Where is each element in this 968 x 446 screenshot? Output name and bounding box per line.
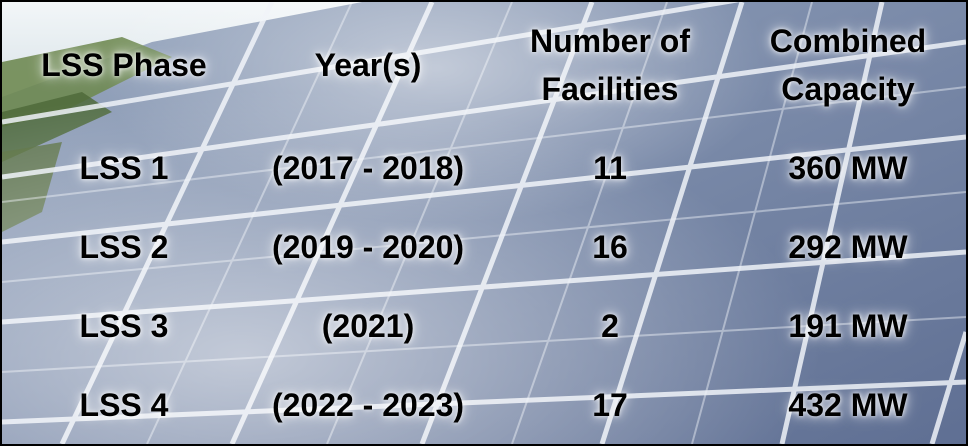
header-lss-phase-text: LSS Phase <box>41 47 207 83</box>
header-facilities-line2: Facilities <box>541 71 679 107</box>
table-row: LSS 4 (2022 - 2023) 17 432 MW <box>2 365 966 444</box>
header-facilities-line1: Number of <box>530 23 690 59</box>
facilities-cell: 2 <box>601 307 619 344</box>
facilities-cell: 16 <box>592 228 628 265</box>
years-cell: (2017 - 2018) <box>271 149 465 186</box>
years-cell: (2021) <box>321 307 415 344</box>
header-number-of-facilities: Number of Facilities <box>490 2 730 128</box>
years-cell: (2022 - 2023) <box>271 386 465 423</box>
header-lss-phase: LSS Phase <box>2 2 246 128</box>
header-years: Year(s) <box>246 2 490 128</box>
table-row: LSS 2 (2019 - 2020) 16 292 MW <box>2 207 966 286</box>
phase-cell: LSS 3 <box>79 307 169 344</box>
capacity-cell: 191 MW <box>788 307 908 344</box>
capacity-cell: 292 MW <box>788 228 908 265</box>
years-cell: (2019 - 2020) <box>271 228 465 265</box>
header-combined-capacity: Combined Capacity <box>730 2 966 128</box>
header-row: LSS Phase Year(s) Number of Facilities C… <box>2 2 966 128</box>
phase-cell: LSS 2 <box>79 228 169 265</box>
header-capacity-line1: Combined <box>769 23 927 59</box>
table-row: LSS 1 (2017 - 2018) 11 360 MW <box>2 128 966 207</box>
facilities-cell: 11 <box>593 149 627 186</box>
capacity-cell: 360 MW <box>788 149 908 186</box>
header-years-text: Year(s) <box>314 47 422 83</box>
facilities-cell: 17 <box>592 386 628 423</box>
capacity-cell: 432 MW <box>788 386 908 423</box>
table-row: LSS 3 (2021) 2 191 MW <box>2 286 966 365</box>
header-capacity-line2: Capacity <box>781 71 915 107</box>
phase-cell: LSS 4 <box>79 386 169 423</box>
phase-cell: LSS 1 <box>79 149 169 186</box>
